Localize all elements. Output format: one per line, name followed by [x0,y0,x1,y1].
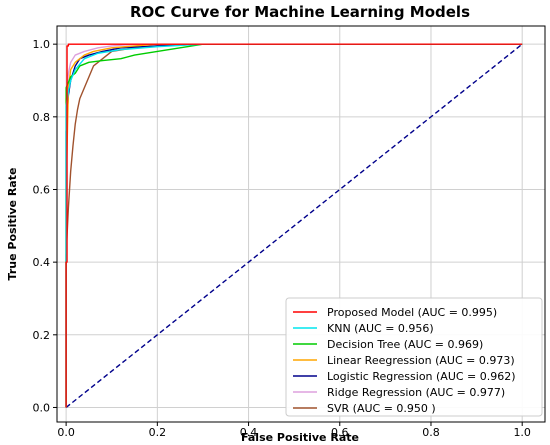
legend-entry: KNN (AUC = 0.956) [327,322,434,335]
legend-entry: SVR (AUC = 0.950 ) [327,402,436,415]
x-tick-label: 1.0 [513,426,531,439]
x-tick-label: 0.6 [331,426,349,439]
y-tick-label: 0.6 [33,183,51,196]
y-axis-label: True Positive Rate [6,168,19,281]
chance-diagonal-line [65,43,523,409]
y-tick-label: 0.8 [33,111,51,124]
series-line-2 [65,43,523,408]
legend-entry: Decision Tree (AUC = 0.969) [327,338,483,351]
x-tick-label: 0.0 [57,426,75,439]
legend-entry: Linear Reegression (AUC = 0.973) [327,354,515,367]
series-lines [65,43,523,409]
x-tick-label: 0.8 [422,426,440,439]
y-tick-label: 0.4 [33,256,51,269]
x-tick-label: 0.4 [240,426,258,439]
chart-title: ROC Curve for Machine Learning Models [130,3,470,21]
series-line-0 [65,43,523,408]
plot-frame [56,25,546,423]
x-tick-label: 0.2 [149,426,167,439]
legend-entry: Logistic Regression (AUC = 0.962) [327,370,516,383]
legend-entry: Ridge Regression (AUC = 0.977) [327,386,505,399]
legend-box [285,297,543,417]
y-tick-label: 0.2 [33,329,51,342]
legend-entry: Proposed Model (AUC = 0.995) [327,306,497,319]
axis-ticks: 0.0 0.2 0.4 0.6 0.8 1.0 0.0 0.2 0.4 0.6 0.8 1.0 [33,38,531,439]
y-tick-label: 0.0 [33,401,51,414]
legend: Proposed Model (AUC = 0.995) KNN (AUC = 0… [285,297,543,417]
y-tick-label: 1.0 [33,38,51,51]
x-axis-label: False Positive Rate [241,431,359,444]
